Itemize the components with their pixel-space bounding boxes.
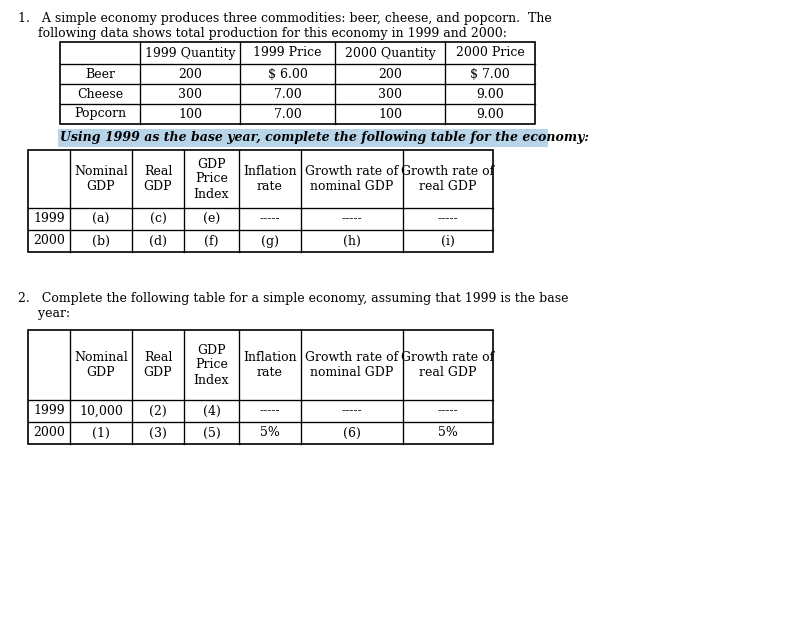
Text: 200: 200 <box>178 67 202 81</box>
Text: 2.   Complete the following table for a simple economy, assuming that 1999 is th: 2. Complete the following table for a si… <box>18 292 568 305</box>
Text: (e): (e) <box>203 212 220 225</box>
Text: 9.00: 9.00 <box>476 108 504 120</box>
Text: Popcorn: Popcorn <box>74 108 126 120</box>
Text: 7.00: 7.00 <box>274 108 302 120</box>
Text: (5): (5) <box>203 426 220 440</box>
Text: (d): (d) <box>149 234 167 248</box>
Text: 2000: 2000 <box>33 234 65 248</box>
Text: (a): (a) <box>93 212 109 225</box>
Text: 10,000: 10,000 <box>79 404 123 417</box>
Text: following data shows total production for this economy in 1999 and 2000:: following data shows total production fo… <box>18 27 507 40</box>
Bar <box>28 150 493 252</box>
Text: (i): (i) <box>441 234 455 248</box>
Text: 100: 100 <box>178 108 202 120</box>
Text: Nominal
GDP: Nominal GDP <box>74 165 128 193</box>
Bar <box>58 129 548 147</box>
Text: 9.00: 9.00 <box>476 88 504 100</box>
Text: -----: ----- <box>437 404 458 417</box>
Text: (f): (f) <box>204 234 219 248</box>
Text: -----: ----- <box>259 212 280 225</box>
Text: 200: 200 <box>378 67 402 81</box>
Text: 1.   A simple economy produces three commodities: beer, cheese, and popcorn.  Th: 1. A simple economy produces three commo… <box>18 12 551 25</box>
Text: (4): (4) <box>203 404 220 417</box>
Text: (g): (g) <box>261 234 279 248</box>
Text: 1999: 1999 <box>34 212 65 225</box>
Text: -----: ----- <box>259 404 280 417</box>
Text: GDP
Price
Index: GDP Price Index <box>194 344 229 387</box>
Text: $ 6.00: $ 6.00 <box>267 67 307 81</box>
Text: -----: ----- <box>342 212 362 225</box>
Text: -----: ----- <box>342 404 362 417</box>
Text: 1999: 1999 <box>34 404 65 417</box>
Text: (1): (1) <box>92 426 110 440</box>
Text: $ 7.00: $ 7.00 <box>470 67 510 81</box>
Text: Inflation
rate: Inflation rate <box>243 165 297 193</box>
Text: (2): (2) <box>149 404 167 417</box>
Text: Real
GDP: Real GDP <box>144 165 172 193</box>
Bar <box>60 42 535 124</box>
Text: (h): (h) <box>343 234 361 248</box>
Text: 1999 Quantity: 1999 Quantity <box>144 47 235 60</box>
Text: (3): (3) <box>149 426 167 440</box>
Text: 5%: 5% <box>260 426 280 440</box>
Text: Using 1999 as the base year, complete the following table for the economy:: Using 1999 as the base year, complete th… <box>60 131 589 144</box>
Text: Growth rate of
real GDP: Growth rate of real GDP <box>401 351 495 379</box>
Text: 5%: 5% <box>438 426 458 440</box>
Text: GDP
Price
Index: GDP Price Index <box>194 157 229 200</box>
Text: 300: 300 <box>178 88 202 100</box>
Text: Real
GDP: Real GDP <box>144 351 172 379</box>
Text: Beer: Beer <box>85 67 115 81</box>
Text: (c): (c) <box>149 212 167 225</box>
Text: Growth rate of
nominal GDP: Growth rate of nominal GDP <box>306 351 399 379</box>
Text: Nominal
GDP: Nominal GDP <box>74 351 128 379</box>
Text: 1999 Price: 1999 Price <box>253 47 322 60</box>
Text: -----: ----- <box>437 212 458 225</box>
Text: year:: year: <box>18 307 70 320</box>
Text: Cheese: Cheese <box>77 88 123 100</box>
Text: 2000 Quantity: 2000 Quantity <box>345 47 436 60</box>
Text: Growth rate of
real GDP: Growth rate of real GDP <box>401 165 495 193</box>
Text: 300: 300 <box>378 88 402 100</box>
Bar <box>28 330 493 444</box>
Text: 2000 Price: 2000 Price <box>456 47 524 60</box>
Text: Growth rate of
nominal GDP: Growth rate of nominal GDP <box>306 165 399 193</box>
Text: 7.00: 7.00 <box>274 88 302 100</box>
Text: (b): (b) <box>92 234 110 248</box>
Text: Inflation
rate: Inflation rate <box>243 351 297 379</box>
Text: 100: 100 <box>378 108 402 120</box>
Text: (6): (6) <box>343 426 361 440</box>
Text: 2000: 2000 <box>33 426 65 440</box>
